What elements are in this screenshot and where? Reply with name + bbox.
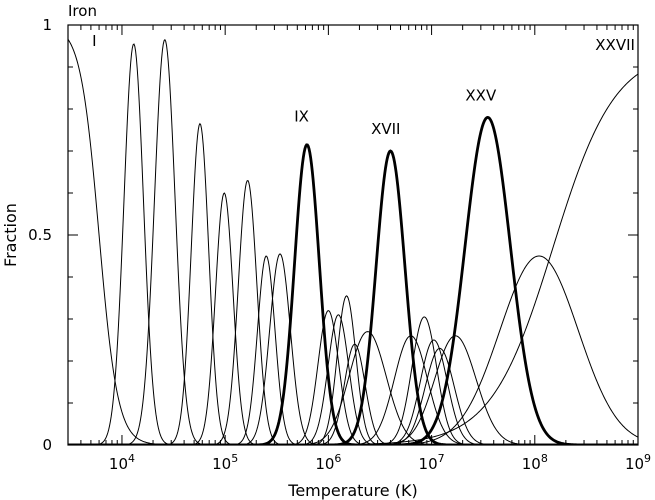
ion-stage-label: XXV [465,87,497,105]
x-tick-label: 107 [419,452,445,473]
ion-stage-labels: I IX XVII XXV XXVII [92,32,635,138]
plot-frame [67,24,639,446]
y-tick-labels: 00.51 [28,16,52,454]
ion-curve [68,39,638,445]
ion-curve [68,255,638,445]
chart-title: Iron [68,2,97,20]
x-axis-label: Temperature (K) [287,481,417,500]
ion-curve [68,149,638,445]
ion-curve [68,314,638,445]
x-tick-label: 109 [625,452,651,473]
x-tick-label: 104 [109,452,135,473]
ion-curve [68,253,638,445]
y-tick-label: 1 [42,16,52,34]
ion-stage-label: IX [294,108,309,126]
x-tick-label: 105 [212,452,238,473]
y-axis-label: Fraction [1,203,20,267]
ion-curve [68,343,638,445]
ion-stage-label: XVII [371,120,400,138]
ion-curve [68,73,638,445]
y-tick-label: 0 [42,436,52,454]
x-tick-label: 106 [315,452,341,473]
axis-ticks [67,24,638,446]
x-tick-labels: 104 105 106 107 108 109 [109,452,651,473]
ion-stage-label: XXVII [595,36,635,54]
ion-stage-label: I [92,32,96,50]
ion-curve [68,38,638,445]
ion-curve [68,295,638,445]
x-tick-label: 108 [522,452,548,473]
ion-curve [68,255,638,445]
y-tick-label: 0.5 [28,226,52,244]
ion-curve [68,43,638,445]
ion-curve [68,335,638,445]
ion-curve [68,116,638,445]
ion-curve [68,316,638,445]
ion-curves [68,38,638,445]
ion-curve [68,331,638,445]
